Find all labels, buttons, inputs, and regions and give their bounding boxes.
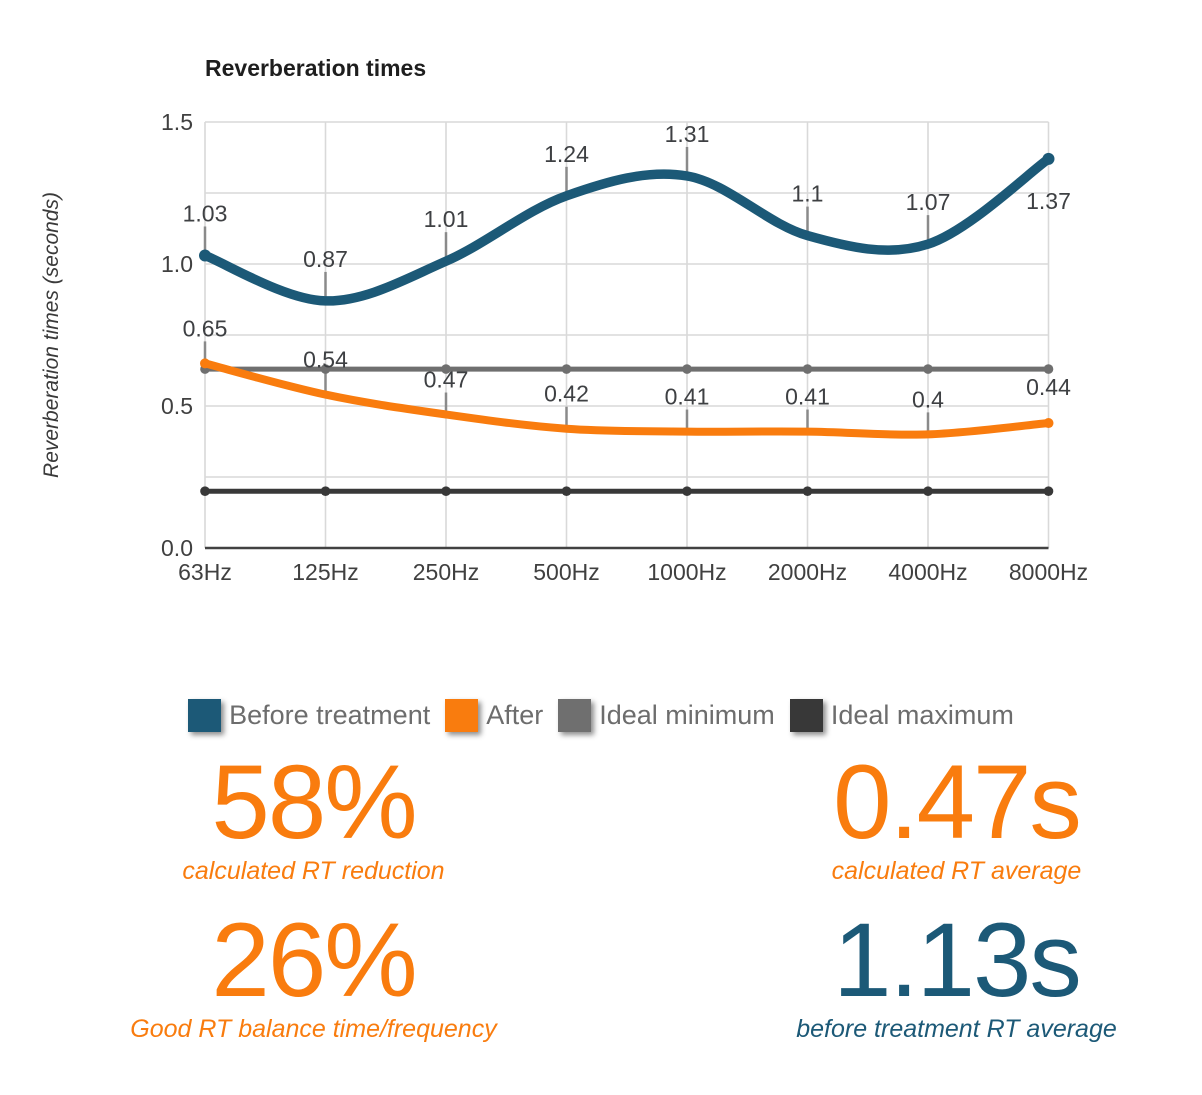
x-axis-tick-label: 8000Hz <box>1009 559 1088 585</box>
series-marker <box>1043 486 1054 497</box>
series-marker <box>561 364 572 374</box>
series-marker <box>441 486 451 497</box>
series-marker <box>561 486 572 497</box>
series-marker <box>200 486 210 497</box>
y-axis-title: Reverberation times (seconds) <box>40 192 63 478</box>
y-axis-tick-label: 1.0 <box>161 251 193 277</box>
legend-swatch <box>445 699 479 732</box>
series-line-after <box>201 359 1053 439</box>
data-point-label: 1.37 <box>1026 188 1071 214</box>
legend-label: Ideal minimum <box>599 700 775 730</box>
stat-value: 58% <box>211 744 417 861</box>
data-point-label: 1.1 <box>792 181 824 207</box>
chart-legend: Before treatment After Ideal minimum Ideal … <box>0 699 1202 732</box>
legend-item-before-treatment[interactable]: Before treatment <box>188 699 430 732</box>
series-endpoint <box>1043 418 1054 429</box>
stat-value: 0.47s <box>833 744 1082 861</box>
data-point-label: 1.03 <box>183 200 228 226</box>
data-point-label: 0.4 <box>912 386 944 412</box>
stat-caption: calculated RT reduction <box>182 857 445 885</box>
y-axis-tick-label: 1.5 <box>161 109 193 135</box>
legend-item-ideal-maximum[interactable]: Ideal maximum <box>789 699 1014 732</box>
legend-label: Before treatment <box>229 700 431 730</box>
data-point-label: 0.65 <box>183 315 228 341</box>
series-endpoint <box>1042 152 1055 165</box>
data-point-label: 0.44 <box>1026 374 1071 400</box>
stat-rt-reduction: 58% calculated RT reduction <box>13 750 614 886</box>
stat-value: 26% <box>211 902 417 1019</box>
data-point-label: 0.47 <box>424 367 469 393</box>
x-axis-tick-label: 63Hz <box>178 559 232 585</box>
stat-caption: before treatment RT average <box>796 1015 1117 1043</box>
reverberation-times-chart: 1.030.871.011.241.311.1 1.07 1.370.650.540… <box>40 55 1088 585</box>
x-axis-tick-label: 250Hz <box>413 559 479 585</box>
stats-panel: 58% calculated RT reduction 0.47s calcul… <box>0 750 1202 1044</box>
series-marker <box>923 364 933 374</box>
legend-label: After <box>486 700 544 730</box>
series-endpoint <box>200 358 210 369</box>
series-marker <box>320 486 331 497</box>
stat-value: 1.13s <box>833 902 1082 1019</box>
series-marker <box>320 364 331 374</box>
series-endpoint <box>199 249 211 262</box>
x-axis-tick-label: 2000Hz <box>768 559 847 585</box>
data-point-label: 0.54 <box>303 347 348 373</box>
y-axis-tick-label: 0.5 <box>161 393 193 419</box>
data-point-label: 0.41 <box>665 384 710 410</box>
series-marker <box>802 364 813 374</box>
data-point-label: 0.42 <box>544 381 589 407</box>
data-point-label: 1.07 <box>906 189 951 215</box>
x-axis-tick-label: 4000Hz <box>888 559 967 585</box>
stat-caption: calculated RT average <box>831 857 1082 885</box>
legend-item-after[interactable]: After <box>445 699 543 732</box>
data-point-label: 0.87 <box>303 246 348 272</box>
stat-rt-average: 0.47s calculated RT average <box>656 750 1202 886</box>
series-line-before-treatment <box>200 154 1054 306</box>
stat-before-treatment-average: 1.13s before treatment RT average <box>656 908 1202 1044</box>
stat-rt-balance: 26% Good RT balance time/frequency <box>13 908 614 1044</box>
series-marker <box>1043 364 1054 374</box>
legend-label: Ideal maximum <box>830 700 1014 730</box>
data-point-label: 0.41 <box>785 384 830 410</box>
legend-swatch <box>188 699 222 732</box>
y-axis-tick-label: 0.0 <box>161 535 193 561</box>
chart-title: Reverberation times <box>205 55 426 81</box>
data-point-label: 1.24 <box>544 141 589 167</box>
x-axis-tick-label: 1000Hz <box>647 559 726 585</box>
data-point-label: 1.31 <box>665 121 710 147</box>
x-axis-tick-label: 125Hz <box>292 559 358 585</box>
x-axis-tick-label: 500Hz <box>533 559 599 585</box>
legend-swatch <box>558 699 592 732</box>
series-marker <box>802 486 813 497</box>
series-marker <box>682 486 692 497</box>
legend-swatch <box>789 699 823 732</box>
series-marker <box>441 364 451 374</box>
legend-item-ideal-minimum[interactable]: Ideal minimum <box>558 699 775 732</box>
series-marker <box>682 364 692 374</box>
series-marker <box>923 486 933 497</box>
data-point-label: 1.01 <box>424 206 469 232</box>
stat-caption: Good RT balance time/frequency <box>130 1015 497 1043</box>
